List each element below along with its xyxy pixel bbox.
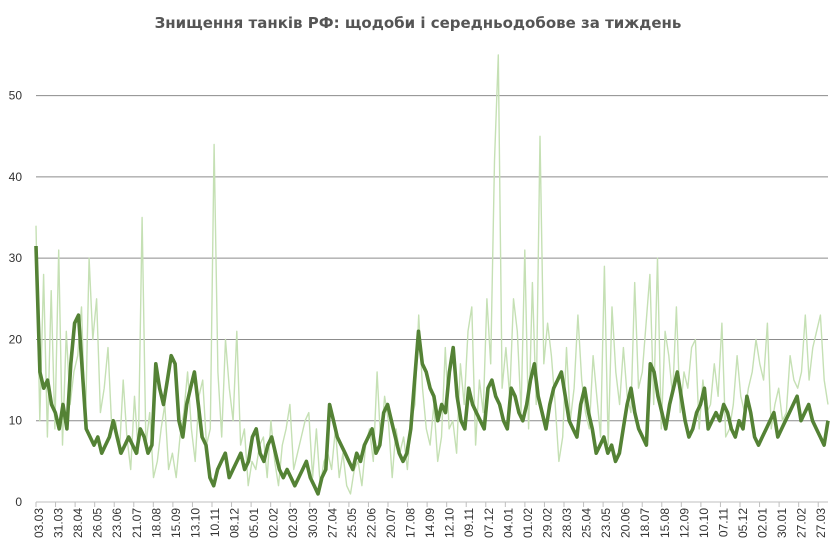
x-tick-label: 02.01 bbox=[756, 508, 770, 538]
x-tick-label: 20.07 bbox=[384, 508, 398, 538]
x-tick-label: 27.04 bbox=[325, 508, 339, 538]
x-tick-label: 29.02 bbox=[540, 508, 554, 538]
x-tick-label: 03.03 bbox=[32, 508, 46, 538]
x-tick-label: 15.08 bbox=[658, 508, 672, 538]
x-tick-label: 25.05 bbox=[345, 508, 359, 538]
series-layer bbox=[34, 54, 830, 496]
x-tick-label: 21.07 bbox=[130, 508, 144, 538]
x-tick-label: 04.01 bbox=[501, 508, 515, 538]
x-tick-label: 10.11 bbox=[208, 508, 222, 537]
x-tick-label: 05.01 bbox=[247, 508, 261, 538]
y-tick-label: 40 bbox=[9, 170, 23, 184]
x-tick-label: 12.09 bbox=[677, 508, 691, 538]
x-tick-label: 23.06 bbox=[110, 508, 124, 538]
x-tick-label: 18.07 bbox=[638, 508, 652, 538]
y-tick-label: 10 bbox=[9, 414, 23, 428]
x-tick-label: 02.02 bbox=[267, 508, 281, 538]
x-tick-label: 10.10 bbox=[697, 508, 711, 538]
y-tick-label: 20 bbox=[9, 332, 23, 346]
x-tick-label: 07.11 bbox=[716, 508, 730, 537]
x-tick-label: 22.06 bbox=[364, 508, 378, 538]
x-tick-label: 30.03 bbox=[306, 508, 320, 538]
x-tick-label: 13.10 bbox=[188, 508, 202, 538]
x-tick-label: 25.04 bbox=[580, 508, 594, 538]
x-tick-label: 14.09 bbox=[423, 508, 437, 538]
x-tick-label: 28.03 bbox=[560, 508, 574, 538]
chart-title: Знищення танків РФ: щодоби і середньодоб… bbox=[154, 14, 682, 32]
y-tick-label: 30 bbox=[9, 251, 23, 265]
x-tick-label: 18.08 bbox=[149, 508, 163, 538]
x-tick-label: 07.12 bbox=[482, 508, 496, 538]
x-axis-tick-labels: 03.03 31.03 28.04 26.05 23.06 21.07 18.08 15.09… bbox=[32, 502, 828, 538]
x-tick-label: 31.03 bbox=[52, 508, 66, 538]
x-tick-label: 30.01 bbox=[775, 508, 789, 538]
x-tick-label: 20.06 bbox=[619, 508, 633, 538]
x-tick-label: 27.02 bbox=[795, 508, 809, 538]
x-tick-label: 28.04 bbox=[71, 508, 85, 538]
daily-series-line bbox=[35, 54, 829, 495]
x-tick-label: 27.03 bbox=[814, 508, 828, 538]
x-tick-label: 01.02 bbox=[521, 508, 535, 538]
x-tick-label: 05.12 bbox=[736, 508, 750, 538]
x-tick-label: 17.08 bbox=[404, 508, 418, 538]
weekly-average-series-line bbox=[34, 245, 830, 496]
x-tick-label: 08.12 bbox=[228, 508, 242, 538]
y-tick-label: 0 bbox=[15, 495, 22, 509]
x-tick-label: 12.10 bbox=[443, 508, 457, 538]
x-tick-label: 02.03 bbox=[286, 508, 300, 538]
x-tick-label: 26.05 bbox=[91, 508, 105, 538]
y-tick-label: 50 bbox=[9, 89, 23, 103]
y-axis-tick-labels: 0 10 20 30 40 50 bbox=[9, 89, 23, 509]
x-tick-label: 23.05 bbox=[599, 508, 613, 538]
x-tick-label: 09.11 bbox=[462, 508, 476, 537]
x-tick-label: 15.09 bbox=[169, 508, 183, 538]
